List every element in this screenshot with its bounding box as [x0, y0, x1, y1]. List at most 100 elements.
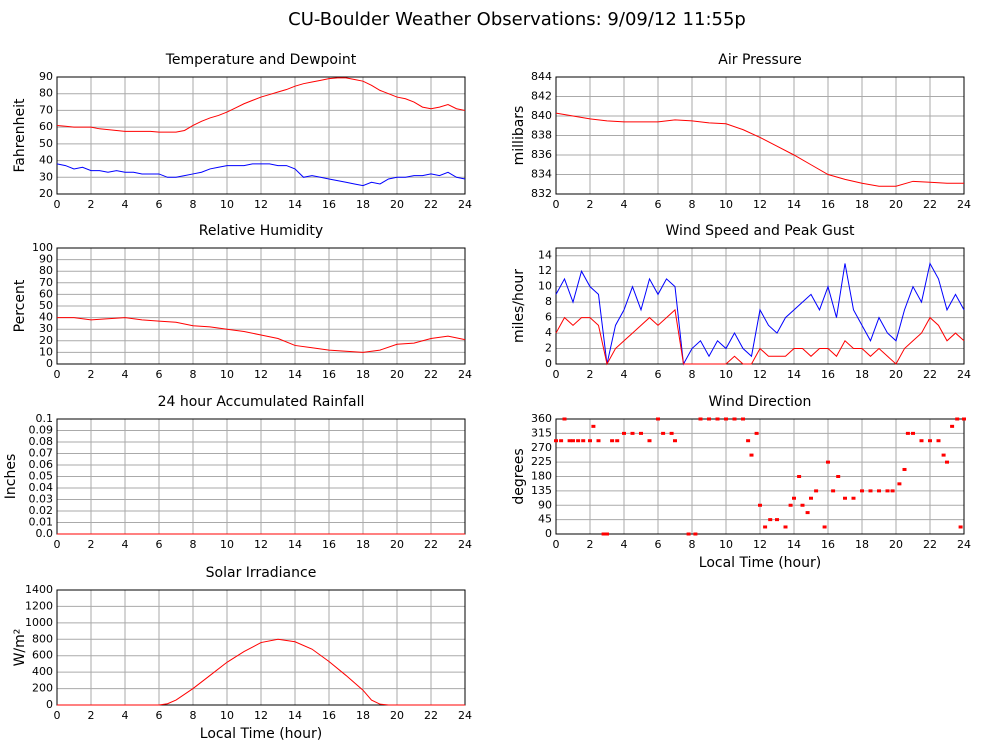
- data-point: [686, 532, 691, 536]
- data-point: [822, 525, 827, 529]
- y-tick-label: 0.05: [29, 470, 54, 483]
- data-point: [559, 439, 564, 443]
- chart-title: Solar Irradiance: [206, 565, 317, 581]
- x-tick-label: 6: [655, 538, 662, 551]
- x-tick-label: 12: [753, 368, 767, 381]
- y-tick-label: 40: [39, 311, 53, 324]
- data-point: [605, 532, 609, 536]
- data-point: [562, 417, 567, 421]
- y-axis-label: Inches: [3, 454, 19, 499]
- x-tick-label: 8: [689, 538, 696, 551]
- x-tick-label: 16: [322, 198, 336, 211]
- x-tick-label: 18: [356, 709, 370, 722]
- x-tick-label: 22: [424, 368, 438, 381]
- x-tick-label: 18: [855, 368, 869, 381]
- y-tick-label: 180: [531, 470, 552, 483]
- y-tick-label: 60: [39, 287, 53, 300]
- y-axis-label: W/m²: [12, 629, 28, 667]
- x-tick-label: 20: [390, 368, 404, 381]
- y-tick-label: 400: [32, 665, 53, 678]
- chart: Wind Speed and Peak Gustmiles/hour024681…: [511, 223, 971, 381]
- x-tick-label: 4: [122, 709, 129, 722]
- x-tick-label: 10: [719, 368, 733, 381]
- x-tick-label: 14: [288, 198, 302, 211]
- x-tick-label: 8: [190, 709, 197, 722]
- x-tick-label: 4: [621, 368, 628, 381]
- x-tick-label: 6: [655, 198, 662, 211]
- data-point: [851, 496, 856, 500]
- data-point: [749, 453, 754, 457]
- x-tick-label: 6: [156, 198, 163, 211]
- data-point: [809, 496, 813, 500]
- x-tick-label: 18: [356, 368, 370, 381]
- y-tick-label: 832: [531, 187, 552, 200]
- data-point: [554, 439, 558, 443]
- y-tick-label: 0.09: [29, 424, 54, 437]
- x-axis-label: Local Time (hour): [699, 555, 821, 571]
- chart-title: Relative Humidity: [199, 223, 323, 239]
- x-tick-label: 6: [156, 368, 163, 381]
- data-point: [788, 503, 793, 507]
- y-tick-label: 225: [531, 455, 552, 468]
- y-tick-label: 60: [39, 120, 53, 133]
- y-tick-label: 20: [39, 334, 53, 347]
- y-tick-label: 0: [46, 357, 53, 370]
- y-tick-label: 10: [538, 280, 552, 293]
- y-tick-label: 135: [531, 484, 552, 497]
- x-tick-label: 24: [458, 198, 472, 211]
- data-point: [693, 532, 698, 536]
- data-line: [57, 317, 466, 353]
- x-tick-label: 8: [190, 198, 197, 211]
- x-tick-label: 22: [424, 538, 438, 551]
- data-point: [868, 489, 873, 493]
- y-tick-label: 600: [32, 649, 53, 662]
- y-tick-label: 0.06: [29, 458, 54, 471]
- y-tick-label: 0.02: [29, 504, 54, 517]
- x-tick-label: 6: [156, 538, 163, 551]
- y-tick-label: 100: [32, 241, 53, 254]
- data-point: [763, 525, 768, 529]
- data-point: [724, 417, 728, 421]
- x-tick-label: 4: [122, 198, 129, 211]
- chart: 24 hour Accumulated RainfallInches0.00.0…: [3, 394, 472, 551]
- y-tick-label: 360: [531, 412, 552, 425]
- x-tick-label: 4: [122, 368, 129, 381]
- y-tick-label: 2: [545, 342, 552, 355]
- data-point: [715, 417, 720, 421]
- chart: Relative HumidityPercent0102030405060708…: [12, 223, 472, 381]
- data-point: [768, 518, 773, 522]
- y-tick-label: 80: [39, 264, 53, 277]
- y-tick-label: 0.08: [29, 435, 54, 448]
- data-point: [962, 417, 966, 421]
- chart-title: Air Pressure: [718, 52, 801, 68]
- x-tick-label: 22: [923, 198, 937, 211]
- y-tick-label: 838: [531, 129, 552, 142]
- x-tick-label: 10: [220, 538, 234, 551]
- y-tick-label: 90: [39, 253, 53, 266]
- y-tick-label: 0: [545, 357, 552, 370]
- x-tick-label: 16: [322, 368, 336, 381]
- x-tick-label: 24: [458, 538, 472, 551]
- x-tick-label: 22: [424, 709, 438, 722]
- data-point: [591, 424, 596, 428]
- x-tick-label: 10: [719, 198, 733, 211]
- x-tick-label: 6: [156, 709, 163, 722]
- x-tick-label: 10: [220, 368, 234, 381]
- chart: Temperature and DewpointFahrenheit203040…: [12, 52, 472, 211]
- x-tick-label: 20: [889, 538, 903, 551]
- data-point: [571, 439, 575, 443]
- x-tick-label: 18: [855, 538, 869, 551]
- data-point: [758, 503, 762, 507]
- x-tick-label: 14: [787, 368, 801, 381]
- x-axis-label: Local Time (hour): [200, 726, 322, 742]
- x-tick-label: 8: [689, 198, 696, 211]
- y-tick-label: 844: [531, 70, 552, 83]
- data-point: [958, 525, 963, 529]
- x-tick-label: 16: [322, 538, 336, 551]
- plot-frame: [555, 418, 965, 535]
- data-point: [826, 460, 830, 464]
- x-tick-label: 12: [753, 198, 767, 211]
- x-tick-label: 4: [122, 538, 129, 551]
- x-tick-label: 22: [923, 368, 937, 381]
- plot-frame: [555, 76, 965, 195]
